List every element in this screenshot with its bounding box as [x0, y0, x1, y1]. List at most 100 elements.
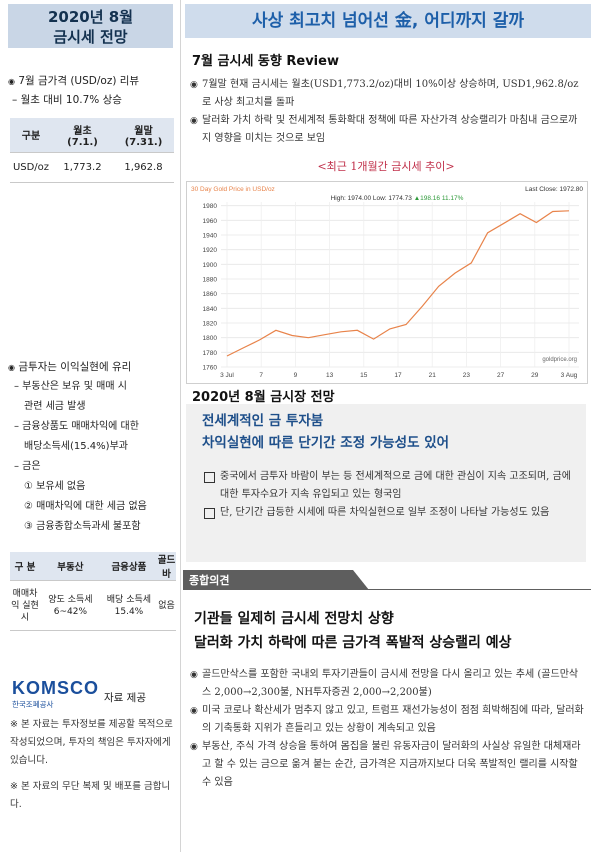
chart-series-line [226, 210, 570, 357]
review-summary-heading: ◉ 7월 금가격 (USD/oz) 리뷰 [8, 75, 140, 87]
gold-price-chart-svg: 30 Day Gold Price in USD/oz Last Close: 1… [191, 186, 583, 379]
tax-lines: – 부동산은 보유 및 매매 시 관련 세금 발생 – 금융상품도 매매차익에 … [8, 377, 176, 537]
tax-table-header: 구 분 부동산 금융상품 골드바 [10, 552, 176, 581]
bullet-icon: ◉ [8, 363, 15, 372]
provided-label: 자료 제공 [104, 692, 146, 704]
tax-line: 관련 세금 발생 [24, 401, 86, 412]
chart-y-tick-label: 1820 [203, 321, 218, 328]
chart-title: 30 Day Gold Price in USD/oz [191, 186, 275, 193]
chart-y-tick-label: 1900 [203, 262, 218, 269]
opinion-bullet: ◉ 골드만삭스를 포함한 국내외 투자기관들이 금시세 전망을 다시 올리고 있는… [190, 666, 586, 702]
tax-table-header-cell: 금융상품 [100, 552, 157, 581]
opinion-bar-shape [183, 570, 591, 590]
price-table-header-cell: 월말 (7.31.) [113, 118, 174, 153]
bullet-icon: ◉ [8, 77, 15, 86]
opinion-bullet: ◉ 미국 코로나 확산세가 멈추지 않고 있고, 트럼프 재선가능성이 점점 희박… [190, 702, 586, 738]
column-divider [180, 0, 181, 852]
newsletter-title-line2: 금시세 전망 [53, 28, 128, 46]
bullet-icon: ◉ [190, 742, 198, 752]
opinion-header-bar: 종합의견 [183, 570, 591, 590]
tax-line: ① 보유세 없음 [24, 481, 86, 492]
chart-y-tick-label: 1860 [203, 291, 218, 298]
tax-table-cell: 양도 소득세 6~42% [40, 580, 101, 631]
chart-x-tick-label: 29 [531, 372, 539, 379]
tax-line: ③ 금융종합소득과세 불포함 [24, 521, 141, 532]
tax-table-cell: 없음 [157, 580, 176, 631]
tax-section: ◉ 금투자는 이익실현에 유리 – 부동산은 보유 및 매매 시 관련 세금 발… [8, 358, 176, 537]
review-heading: 7월 금시세 동향 Review [192, 54, 339, 69]
tax-table-header-cell: 골드바 [157, 552, 176, 581]
tax-table: 구 분 부동산 금융상품 골드바 매매차익 실현시 양도 소득세 6~42% 배… [10, 552, 176, 631]
tax-line: – 금은 [14, 461, 41, 472]
tax-table-row-label: 매매차익 실현시 [10, 580, 40, 631]
tax-line: 배당소득세(15.4%)부과 [24, 441, 128, 452]
tax-heading: ◉ 금투자는 이익실현에 유리 [8, 361, 132, 373]
gold-price-chart: 30 Day Gold Price in USD/oz Last Close: 1… [186, 181, 588, 384]
chart-x-tick-label: 9 [294, 372, 298, 379]
review-summary: ◉ 7월 금가격 (USD/oz) 리뷰 – 월초 대비 10.7% 상승 [8, 72, 176, 110]
chart-x-tick-label: 21 [429, 372, 437, 379]
bullet-icon: ◉ [190, 670, 198, 680]
tax-line: – 금융상품도 매매차익에 대한 [14, 421, 139, 432]
tax-table-header-cell: 구 분 [10, 552, 40, 581]
tax-table-cell: 배당 소득세 15.4% [100, 580, 157, 631]
price-table-cell: 1,773.2 [52, 152, 113, 183]
tax-line: ② 매매차익에 대한 세금 없음 [24, 501, 147, 512]
price-table-header: 구분 월초 (7.1.) 월말 (7.31.) [10, 118, 174, 153]
newsletter-title-box: 2020년 8월 금시세 전망 [8, 4, 173, 48]
disclaimer-note: ※ 본 자료는 투자정보를 제공할 목적으로 작성되었으며, 투자의 책임은 투… [10, 719, 173, 766]
price-table-cell: USD/oz [10, 152, 52, 183]
review-bullet: ◉ 달러화 가치 하락 및 전세계적 통화확대 정책에 따른 자산가격 상승랠리가… [190, 112, 586, 148]
chart-y-tick-label: 1920 [203, 247, 218, 254]
outlook-item: 단, 단기간 급등한 시세에 따른 차익실현으로 일부 조정이 나타날 가능성도… [204, 504, 580, 522]
chart-y-tick-label: 1880 [203, 277, 218, 284]
review-bullet: ◉ 7월말 현재 금시세는 월초(USD1,773.2/oz)대비 10%이상 상… [190, 76, 586, 112]
bullet-icon: ◉ [190, 116, 198, 126]
opinion-bullet: ◉ 부동산, 주식 가격 상승을 통하여 몸집을 불린 유동자금이 달러화의 사실… [190, 738, 586, 792]
bullet-icon: ◉ [190, 706, 198, 716]
chart-source: goldprice.org [542, 357, 577, 363]
opinion-sub1: 기관들 일제히 금시세 전망치 상향 [194, 611, 394, 627]
chart-y-tick-label: 1960 [203, 218, 218, 225]
price-table-header-cell: 월초 (7.1.) [52, 118, 113, 153]
chart-x-tick-label: 23 [463, 372, 471, 379]
tax-line: – 부동산은 보유 및 매매 시 [14, 381, 127, 392]
chart-x-tick-label: 15 [360, 372, 368, 379]
review-summary-sub: – 월초 대비 10.7% 상승 [12, 94, 122, 106]
komsco-logo-text: KOMSCO [12, 678, 99, 698]
opinion-bullets: ◉ 골드만삭스를 포함한 국내외 투자기관들이 금시세 전망을 다시 올리고 있는… [190, 666, 586, 792]
chart-y-tick-label: 1760 [203, 365, 218, 372]
chart-y-tick-label: 1940 [203, 233, 218, 240]
disclaimer-note: ※ 본 자료의 무단 복제 및 배포를 금합니다. [10, 781, 171, 810]
komsco-logo: KOMSCO 한국조폐공사 [12, 678, 99, 710]
outlook-sub2: 차익실현에 따른 단기간 조정 가능성도 있어 [202, 435, 450, 451]
outlook-item: 중국에서 금투자 바람이 부는 등 전세계적으로 금에 대한 관심이 지속 고조… [204, 468, 580, 504]
outlook-box: 전세계적인 금 투자붐 차익실현에 따른 단기간 조정 가능성도 있어 중국에서… [186, 404, 586, 562]
checkbox-icon [204, 508, 215, 519]
outlook-heading: 2020년 8월 금시장 전망 [192, 390, 335, 405]
chart-caption: <최근 1개월간 금시세 추이> [317, 160, 455, 173]
newsletter-title-line1: 2020년 8월 [47, 8, 133, 26]
chart-x-tick-label: 3 Aug [561, 372, 578, 379]
price-table-row: USD/oz 1,773.2 1,962.8 [10, 152, 174, 183]
outlook-items: 중국에서 금투자 바람이 부는 등 전세계적으로 금에 대한 관심이 지속 고조… [204, 468, 580, 522]
chart-y-tick-label: 1980 [203, 203, 218, 210]
chart-stats: High: 1974.00 Low: 1774.73 ▲198.16 11.17… [331, 195, 464, 202]
chart-y-tick-label: 1780 [203, 350, 218, 357]
disclaimer-notes: ※ 본 자료는 투자정보를 제공할 목적으로 작성되었으며, 투자의 책임은 투… [10, 716, 174, 814]
outlook-sub1: 전세계적인 금 투자붐 [202, 413, 324, 429]
price-table: 구분 월초 (7.1.) 월말 (7.31.) USD/oz 1,773.2 1,9… [10, 118, 174, 183]
chart-last-close: Last Close: 1972.80 [525, 186, 583, 193]
review-bullets: ◉ 7월말 현재 금시세는 월초(USD1,773.2/oz)대비 10%이상 상… [190, 76, 586, 148]
chart-x-tick-label: 17 [394, 372, 402, 379]
price-table-cell: 1,962.8 [113, 152, 174, 183]
komsco-logo-sub: 한국조폐공사 [12, 700, 54, 709]
opinion-label: 종합의견 [189, 574, 230, 587]
tax-table-row: 매매차익 실현시 양도 소득세 6~42% 배당 소득세 15.4% 없음 [10, 580, 176, 631]
chart-x-tick-label: 3 Jul [220, 372, 234, 379]
price-table-header-cell: 구분 [10, 118, 52, 153]
tax-table-header-cell: 부동산 [40, 552, 101, 581]
checkbox-icon [204, 472, 215, 483]
chart-x-tick-label: 27 [497, 372, 505, 379]
chart-x-tick-label: 13 [326, 372, 334, 379]
